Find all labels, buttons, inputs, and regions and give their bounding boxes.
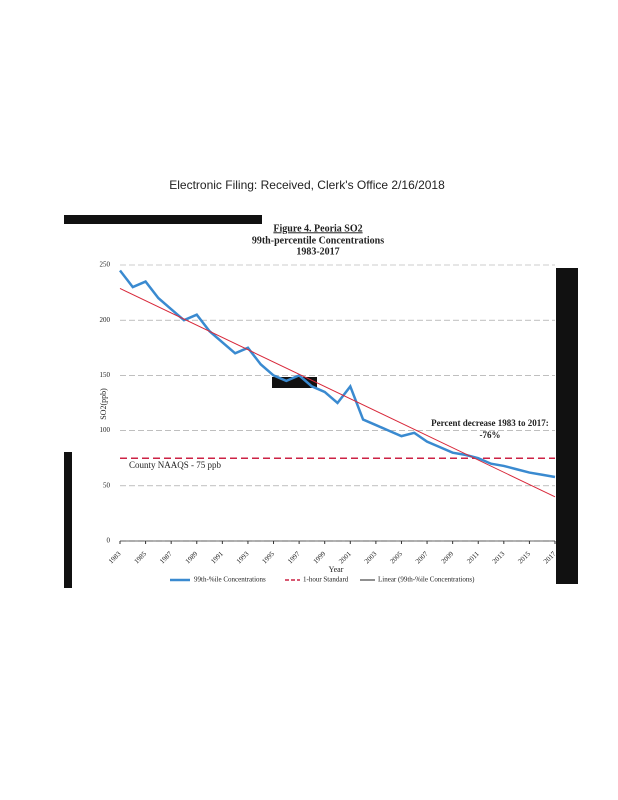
- x-tick-label: 1999: [312, 550, 328, 566]
- chart-title: Figure 4. Peoria SO2: [273, 223, 362, 234]
- x-tick-label: 2017: [542, 550, 558, 566]
- annotation: -76%: [480, 430, 501, 440]
- series-line: [119, 269, 556, 479]
- x-tick-label: 2003: [363, 550, 379, 566]
- y-tick-label: 0: [107, 537, 111, 545]
- x-tick-label: 2001: [337, 550, 353, 566]
- y-axis-label: SO2(ppb): [99, 388, 108, 420]
- legend-label: Linear (99th-%ile Concentrations): [378, 576, 475, 584]
- scan-artifact: [272, 377, 317, 388]
- annotation: Percent decrease 1983 to 2017:: [431, 418, 549, 428]
- x-tick-label: 2009: [440, 550, 456, 566]
- x-tick-label: 1985: [133, 550, 149, 566]
- y-tick-label: 50: [103, 481, 111, 489]
- y-tick-label: 100: [100, 426, 111, 434]
- chart-subtitle: 99th-percentile Concentrations: [252, 235, 384, 246]
- x-tick-label: 1995: [261, 550, 277, 566]
- chart-period: 1983-2017: [296, 246, 339, 257]
- x-tick-label: 2015: [516, 550, 532, 566]
- x-tick-label: 2013: [491, 550, 507, 566]
- stamp: Electronic Filing: Received, Clerk's Off…: [169, 178, 445, 192]
- x-tick-label: 1987: [158, 550, 174, 566]
- legend-label: 99th-%ile Concentrations: [194, 576, 266, 584]
- scan-artifact: [64, 452, 72, 588]
- x-tick-label: 2007: [414, 550, 430, 566]
- trend-line: [119, 288, 556, 498]
- x-tick-label: 1989: [184, 550, 200, 566]
- y-tick-label: 250: [100, 261, 111, 269]
- annotation: County NAAQS - 75 ppb: [129, 460, 222, 470]
- x-tick-label: 1991: [209, 550, 225, 566]
- x-tick-label: 2005: [388, 550, 404, 566]
- x-tick-label: 1983: [107, 550, 123, 566]
- legend-label: 1-hour Standard: [303, 576, 349, 584]
- scan-artifact: [64, 215, 262, 224]
- y-tick-label: 150: [100, 371, 111, 379]
- x-tick-label: 2011: [465, 550, 481, 566]
- x-tick-label: 1993: [235, 550, 251, 566]
- y-tick-label: 200: [100, 316, 111, 324]
- x-tick-label: 1997: [286, 550, 302, 566]
- scan-artifact: [556, 268, 578, 584]
- x-axis-label: Year: [329, 565, 344, 574]
